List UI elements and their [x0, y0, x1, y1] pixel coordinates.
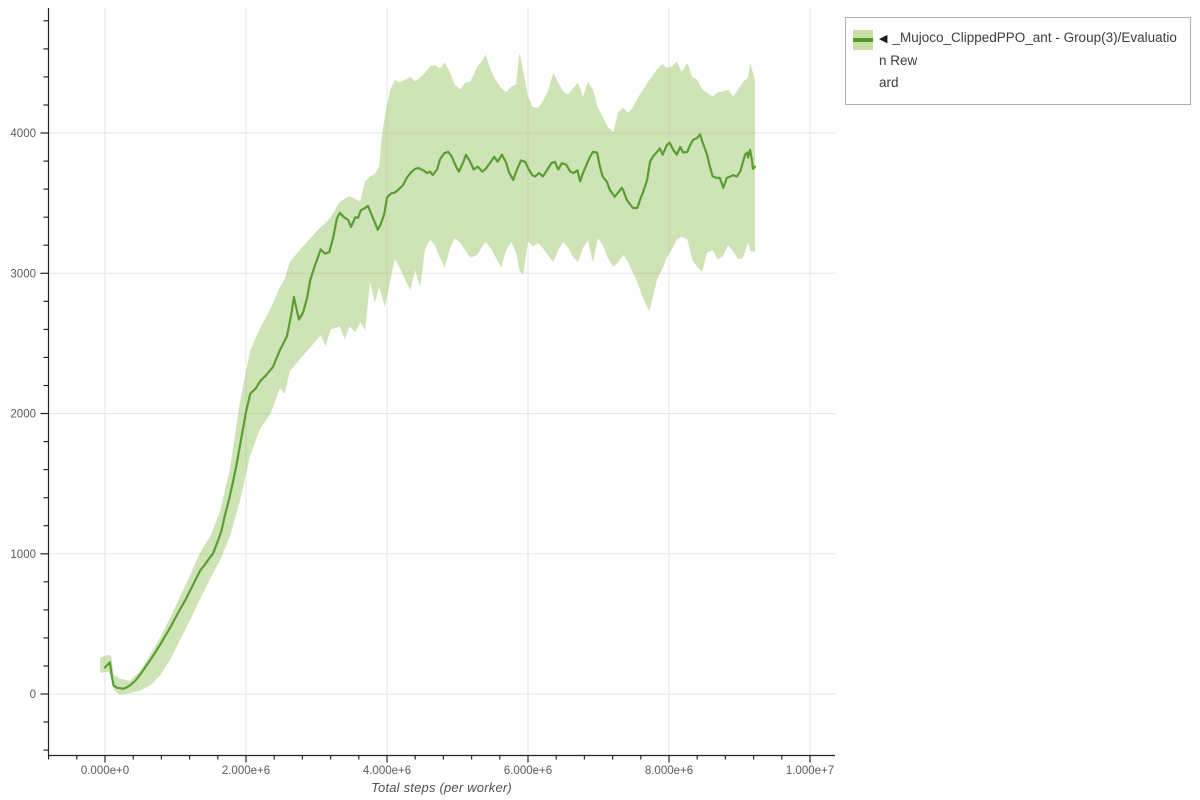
svg-text:1.000e+7: 1.000e+7 [786, 765, 834, 777]
svg-text:0.000e+0: 0.000e+0 [81, 765, 129, 777]
legend-series-label: ◀ _Mujoco_ClippedPPO_ant - Group(3)/Evalu… [879, 27, 1182, 94]
legend-label-line2: ard [879, 75, 899, 90]
svg-text:3000: 3000 [10, 268, 36, 280]
evaluation-reward-line [103, 133, 757, 690]
svg-text:1000: 1000 [10, 549, 36, 561]
legend-item-evaluation-reward[interactable]: ◀ _Mujoco_ClippedPPO_ant - Group(3)/Evalu… [853, 27, 1182, 94]
svg-text:2.000e+6: 2.000e+6 [222, 765, 270, 777]
x-tick-labels: 0.000e+0 2.000e+6 4.000e+6 6.000e+6 8.000e+6… [81, 765, 834, 777]
svg-text:4.000e+6: 4.000e+6 [363, 765, 411, 777]
legend-series-swatch[interactable] [853, 29, 873, 51]
gridlines [48, 8, 835, 755]
confidence-band [100, 52, 756, 695]
svg-text:8.000e+6: 8.000e+6 [645, 765, 693, 777]
legend-label-line1: _Mujoco_ClippedPPO_ant - Group(3)/Evalua… [879, 30, 1177, 68]
legend-collapse-icon[interactable]: ◀ [879, 33, 888, 45]
svg-text:6.000e+6: 6.000e+6 [504, 765, 552, 777]
legend: ◀ _Mujoco_ClippedPPO_ant - Group(3)/Evalu… [845, 17, 1191, 105]
svg-text:0: 0 [30, 689, 36, 701]
y-tick-labels: 0 1000 2000 3000 4000 [10, 128, 36, 701]
axis-ticks [40, 20, 811, 763]
svg-text:4000: 4000 [10, 128, 36, 140]
x-axis-title: Total steps (per worker) [371, 780, 512, 795]
svg-text:2000: 2000 [10, 409, 36, 421]
